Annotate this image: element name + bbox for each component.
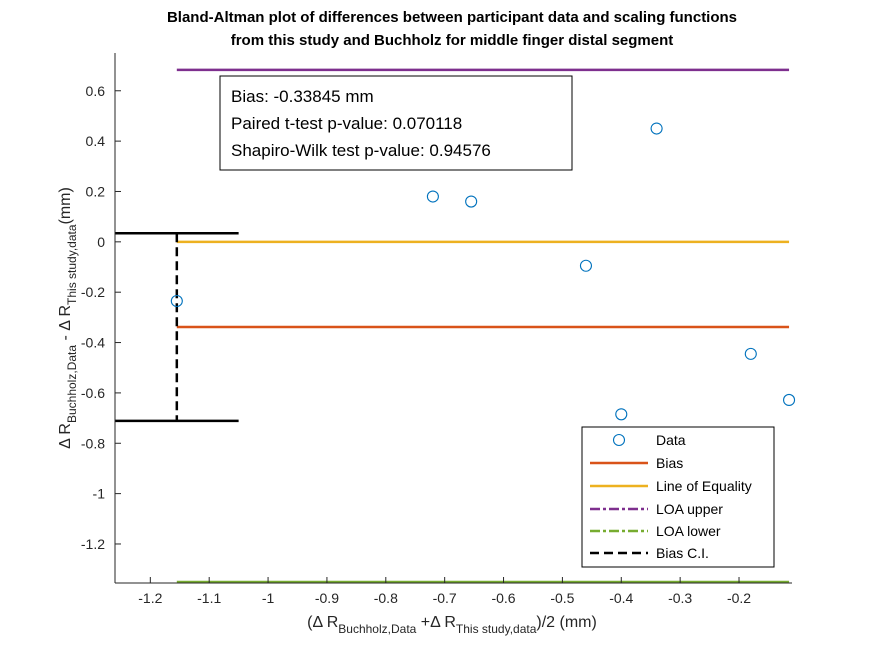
x-tick-label: -0.7: [433, 590, 457, 606]
data-point-7: [744, 347, 757, 360]
bias-ci-errorbar: [115, 232, 239, 423]
chart-title-line-2: from this study and Buchholz for middle …: [231, 32, 674, 49]
x-tick-label: -1.1: [197, 590, 221, 606]
y-tick-label: -1: [93, 486, 106, 502]
legend-loa-lower-label: LOA lower: [656, 523, 721, 539]
legend: Data Bias Line of Equality LOA upper LOA…: [581, 426, 775, 568]
legend-data-label: Data: [656, 432, 686, 448]
y-axis-ticks: 0.6 0.4 0.2 0 -0.2 -0.4 -0.6 -0.8 -1 -1.2: [81, 83, 121, 552]
data-point-1: [170, 294, 183, 308]
shapiro-annotation: Shapiro-Wilk test p-value: 0.94576: [231, 141, 491, 160]
legend-bias-ci-label: Bias C.I.: [656, 545, 709, 561]
x-tick-label: -0.6: [491, 590, 515, 606]
data-point-6: [650, 122, 663, 135]
y-tick-label: -0.6: [81, 385, 105, 401]
data-point-5: [615, 408, 628, 421]
data-point-8: [783, 393, 796, 407]
x-tick-label: -0.8: [374, 590, 398, 606]
legend-box: [581, 426, 775, 568]
x-axis-ticks: -1.2 -1.1 -1 -0.9 -0.8 -0.7 -0.6 -0.5 -0.4 -0.3 -0…: [138, 577, 751, 606]
x-axis-label: (Δ RBuchholz,Data +Δ RThis study,data)/2…: [307, 614, 597, 636]
data-point-2: [426, 190, 439, 203]
y-tick-label: 0.4: [86, 133, 106, 149]
x-tick-label: -1.2: [138, 590, 162, 606]
data-points: [170, 122, 796, 421]
y-tick-label: -0.2: [81, 284, 105, 300]
y-tick-label: -0.4: [81, 335, 105, 351]
x-tick-label: -0.9: [315, 590, 339, 606]
y-tick-label: 0.6: [86, 83, 106, 99]
y-tick-label: 0: [97, 234, 105, 250]
stats-annotation: Bias: -0.33845 mm Paired t-test p-value:…: [219, 75, 573, 171]
legend-data-marker: [612, 433, 626, 447]
stats-annotation-box: [219, 75, 573, 171]
bias-annotation: Bias: -0.33845 mm: [231, 87, 374, 106]
chart-title-line-1: Bland-Altman plot of differences between…: [167, 9, 737, 26]
data-point-4: [579, 259, 593, 272]
y-tick-label: -1.2: [81, 536, 105, 552]
y-axis-label: Δ RBuchholz,Data - Δ RThis study,data(mm…: [57, 187, 79, 449]
x-tick-label: -1: [262, 590, 275, 606]
reference-lines: [176, 68, 790, 584]
legend-equality-label: Line of Equality: [656, 478, 752, 494]
y-tick-label: -0.8: [81, 435, 105, 451]
ttest-annotation: Paired t-test p-value: 0.070118: [231, 114, 462, 133]
x-tick-label: -0.4: [609, 590, 633, 606]
x-tick-label: -0.2: [727, 590, 751, 606]
y-tick-label: 0.2: [86, 183, 106, 199]
x-tick-label: -0.5: [550, 590, 574, 606]
legend-bias-label: Bias: [656, 455, 683, 471]
legend-loa-upper-label: LOA upper: [656, 501, 723, 517]
data-point-3: [465, 195, 478, 208]
x-tick-label: -0.3: [668, 590, 692, 606]
